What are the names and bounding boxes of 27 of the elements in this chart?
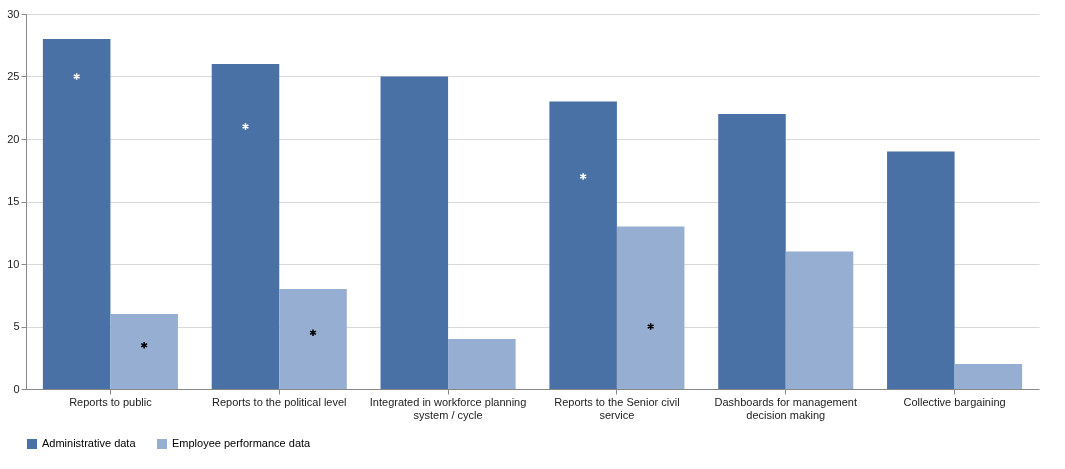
y-tick-label: 0: [13, 382, 20, 395]
bar: [616, 226, 685, 389]
bar: [110, 314, 178, 389]
x-tick-label: Dashboards for management decision making: [714, 395, 857, 421]
bar: [887, 151, 955, 389]
bar: [279, 289, 347, 389]
bar: [42, 39, 111, 389]
y-tick-label: 5: [13, 320, 20, 332]
y-tick-label: 15: [7, 195, 20, 207]
bar: [211, 64, 280, 389]
y-tick-label: 20: [7, 132, 20, 145]
x-tick-label: Collective bargaining: [903, 395, 1006, 408]
bar: [448, 339, 516, 389]
legend-label: Employee performance data: [172, 437, 312, 449]
legend-label: Administrative data: [42, 437, 137, 449]
y-tick-label: 10: [7, 257, 20, 270]
x-tick-label: Integrated in workforce planning system / cycle: [369, 395, 527, 421]
bar: [549, 101, 617, 389]
x-tick-label: Reports to public: [69, 395, 153, 408]
bar: [380, 76, 449, 389]
x-tick-label: Reports to the Senior civil service: [554, 395, 680, 421]
bar: [785, 251, 854, 389]
y-tick-label: 30: [7, 7, 20, 20]
bar: [954, 364, 1023, 389]
y-tick-label: 25: [7, 70, 20, 82]
x-tick-label: Reports to the political level: [211, 395, 347, 408]
bar: [718, 114, 786, 389]
